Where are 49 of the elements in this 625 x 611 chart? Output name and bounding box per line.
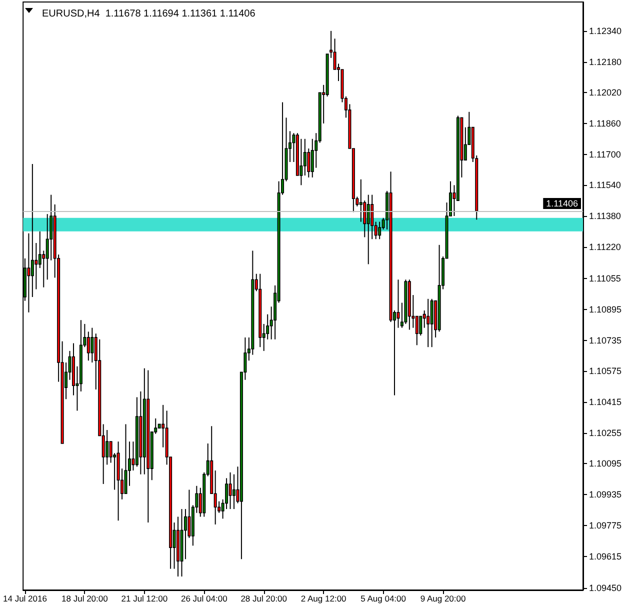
x-tick-label: 14 Jul 2016	[2, 594, 48, 604]
y-tick-label: 1.11860	[589, 118, 621, 128]
y-tick-label: 1.11700	[589, 149, 621, 160]
x-tick-label: 5 Aug 04:00	[360, 594, 406, 604]
y-tick-label: 1.10415	[589, 397, 622, 408]
y-tick-label: 1.09935	[589, 490, 622, 500]
candlestick	[378, 221, 382, 240]
y-tick-label: 1.10735	[589, 335, 622, 346]
candlestick	[228, 472, 232, 510]
candlestick	[359, 178, 362, 222]
y-tick-label: 1.10095	[589, 458, 622, 469]
x-tick-label: 28 Jul 20:00	[240, 594, 288, 604]
y-tick-label: 1.10895	[589, 304, 622, 314]
y-tick-label: 1.11380	[589, 210, 621, 221]
y-tick-label: 1.12340	[589, 26, 622, 36]
candlestick	[184, 508, 187, 560]
ref-line-label: 1.11406	[546, 198, 578, 208]
y-tick-label: 1.11220	[589, 242, 621, 252]
text: EURUSD,H4 1.11678 1.11694 1.11361 1.11406	[42, 8, 256, 20]
candlestick	[396, 279, 400, 328]
x-tick-label: 21 Jul 12:00	[121, 594, 168, 604]
y-tick-label: 1.12020	[589, 88, 622, 98]
x-tick-label: 2 Aug 12:00	[300, 594, 347, 604]
y-tick-label: 1.12180	[589, 56, 622, 67]
candlestick	[90, 327, 94, 364]
x-tick-label: 18 Jul 20:00	[62, 594, 108, 604]
y-tick-label: 1.09615	[589, 551, 622, 562]
y-tick-label: 1.11540	[589, 180, 621, 190]
candlestick	[106, 429, 109, 466]
candlestick	[303, 138, 306, 176]
candlestick	[34, 242, 38, 290]
candlestick	[232, 474, 236, 510]
candlestick	[124, 424, 128, 494]
candlestick	[27, 232, 30, 313]
candlestick	[300, 138, 303, 186]
candlestick	[86, 331, 90, 362]
y-tick-label: 1.09450	[589, 583, 622, 594]
candlestick	[415, 316, 418, 346]
candlestick	[426, 298, 430, 348]
y-tick-label: 1.10575	[589, 366, 622, 376]
candlestick	[366, 194, 370, 265]
y-tick-label: 1.09775	[589, 520, 622, 530]
candlestick	[30, 163, 34, 298]
x-tick-label: 9 Aug 20:00	[420, 594, 466, 604]
candlestick	[430, 298, 434, 348]
candlestick	[419, 316, 422, 336]
y-tick-label: 1.11055	[589, 274, 621, 284]
y-tick-label: 1.10255	[589, 428, 622, 438]
x-tick-label: 26 Jul 04:00	[180, 594, 228, 604]
